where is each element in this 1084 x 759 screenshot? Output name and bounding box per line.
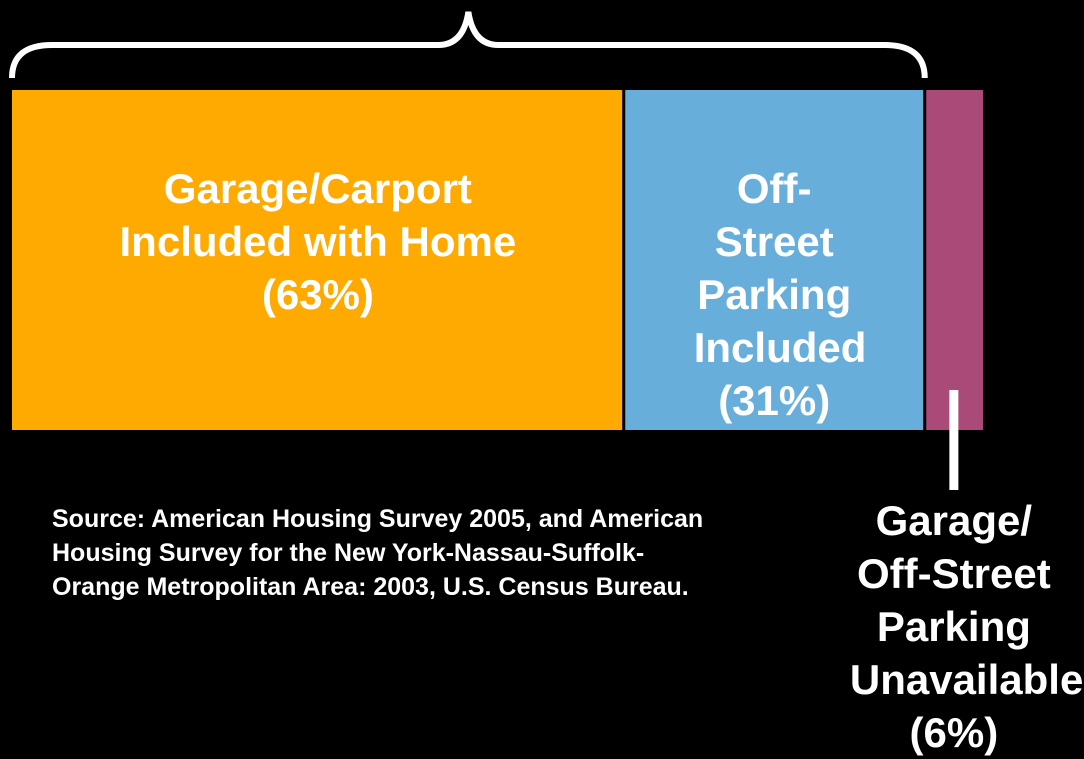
segment-name: Garage/Off-Street Parking Unavailable — [849, 497, 1084, 703]
segment-label: Off-Street Parking Included (31%) — [624, 162, 925, 427]
bar-segment — [623, 90, 925, 430]
value-label: (31%) — [718, 377, 831, 424]
bar-segment — [924, 90, 983, 430]
segment-label: Garage/Off-Street Parking Unavailable (6%… — [814, 494, 1084, 759]
brace — [9, 11, 928, 79]
value-label: (63%) — [261, 271, 374, 318]
bar-segment — [12, 90, 624, 430]
segment-name: Garage/Carport Included with Home — [119, 165, 517, 265]
segment-label: Garage/Carport Included with Home (63%) — [12, 162, 624, 321]
segment-name: Off-Street Parking Included — [693, 165, 867, 371]
source-note: Source: American Housing Survey 2005, an… — [52, 505, 704, 601]
value-label: (6%) — [909, 709, 999, 756]
